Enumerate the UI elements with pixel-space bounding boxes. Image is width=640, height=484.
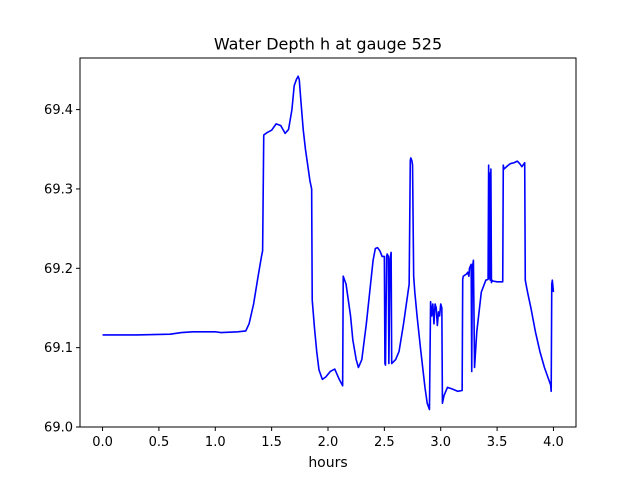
x-tick-label: 3.5 xyxy=(487,435,508,450)
x-axis: 0.0 0.5 1.0 1.5 2.0 2.5 3.0 3.5 4.0 xyxy=(92,427,564,450)
y-axis: 69.0 69.1 69.2 69.3 69.4 xyxy=(44,103,80,436)
x-tick-label: 1.0 xyxy=(205,435,226,450)
x-tick-label: 0.5 xyxy=(149,435,170,450)
chart-title: Water Depth h at gauge 525 xyxy=(214,35,442,54)
y-tick-label: 69.2 xyxy=(44,262,73,277)
y-tick-label: 69.1 xyxy=(44,341,73,356)
y-tick-label: 69.4 xyxy=(44,103,73,118)
y-tick-label: 69.0 xyxy=(44,421,73,436)
series-layer xyxy=(102,75,555,411)
x-tick-label: 1.5 xyxy=(261,435,282,450)
x-tick-label: 2.0 xyxy=(318,435,339,450)
x-tick-label: 3.0 xyxy=(430,435,451,450)
y-tick-label: 69.3 xyxy=(44,182,73,197)
x-tick-label: 4.0 xyxy=(543,435,564,450)
series-line-0 xyxy=(102,75,555,411)
x-tick-label: 0.0 xyxy=(92,435,113,450)
x-tick-label: 2.5 xyxy=(374,435,395,450)
x-axis-label: hours xyxy=(308,455,347,471)
